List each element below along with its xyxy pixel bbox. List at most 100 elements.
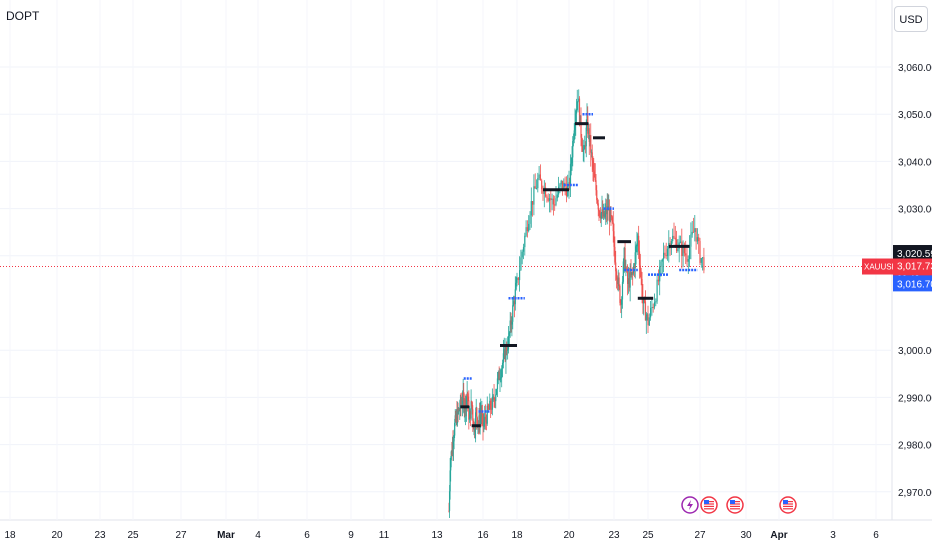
- candle-body: [517, 277, 519, 281]
- candle-body: [623, 247, 625, 262]
- candle-body: [542, 189, 544, 194]
- candle-body: [512, 305, 514, 322]
- candle-body: [679, 241, 682, 243]
- candle-body: [471, 402, 473, 410]
- time-tick-label: 4: [255, 530, 261, 541]
- candle-body: [491, 396, 493, 410]
- time-tick-label: 6: [304, 530, 310, 541]
- symbol-title: DOPT: [6, 9, 40, 23]
- candle-body: [582, 149, 584, 152]
- candle-body: [487, 405, 489, 409]
- candle-body: [484, 416, 487, 420]
- price-tick-label: 3,040.00: [898, 157, 932, 168]
- time-tick-label: 25: [642, 530, 654, 541]
- lightning-icon-bolt: [687, 500, 693, 510]
- candle-body: [636, 243, 638, 247]
- candle-body: [450, 451, 452, 461]
- candle-body: [561, 180, 564, 190]
- candle-body: [650, 308, 652, 318]
- candle-body: [642, 297, 644, 304]
- flag-canton: [704, 500, 709, 504]
- candle-body: [468, 400, 470, 420]
- candle-body: [665, 255, 667, 257]
- candle-body: [456, 408, 459, 424]
- candle-body: [524, 235, 526, 248]
- candle-body: [689, 246, 691, 260]
- candle-body: [453, 435, 455, 442]
- candle-body: [479, 415, 481, 425]
- candle-body: [611, 216, 613, 218]
- candle-body: [605, 208, 607, 213]
- candle-body: [647, 314, 649, 326]
- candle-body: [514, 289, 516, 305]
- lightning-event-icon[interactable]: [681, 496, 699, 514]
- candle-body: [484, 416, 486, 423]
- candle-body: [700, 257, 702, 263]
- price-badge-blue-text: 3,016.70: [897, 279, 932, 290]
- candle-body: [575, 109, 578, 114]
- candle-body: [604, 212, 606, 217]
- flag-icon-circle: [700, 496, 718, 514]
- candle-body: [483, 422, 485, 427]
- candle-body: [643, 299, 645, 304]
- candle-body: [467, 393, 469, 401]
- currency-button[interactable]: USD: [894, 6, 928, 32]
- candle-body: [569, 164, 572, 185]
- price-tick-label: 3,000.00: [898, 346, 932, 357]
- symbol-tag-text: XAUUSD: [864, 263, 898, 272]
- candle-body: [685, 253, 687, 256]
- candle-body: [588, 128, 590, 142]
- candle-body: [600, 213, 602, 219]
- candle-body: [666, 248, 669, 257]
- time-tick-label: 18: [511, 530, 523, 541]
- candle-body: [702, 257, 704, 259]
- candle-body: [622, 261, 624, 282]
- candle-body: [630, 272, 632, 275]
- candle-body: [501, 368, 503, 377]
- candle-body: [696, 237, 698, 242]
- candle-body: [506, 346, 508, 351]
- candle-body: [648, 317, 650, 326]
- candle-body: [596, 200, 599, 204]
- candle-body: [522, 247, 525, 252]
- us-flag-event-icon[interactable]: [700, 496, 718, 514]
- candle-body: [615, 271, 618, 280]
- candle-body: [501, 362, 504, 369]
- candle-body: [644, 301, 647, 321]
- current-price-text: 3,017.73: [897, 262, 932, 273]
- candle-body: [614, 246, 616, 263]
- candle-body: [534, 186, 536, 189]
- flag-icon-circle: [779, 496, 797, 514]
- candle-body: [593, 169, 595, 172]
- candle-body: [537, 178, 539, 189]
- candle-body: [503, 349, 505, 354]
- flag-stripe: [704, 505, 714, 507]
- candle-body: [490, 408, 493, 410]
- candle-body: [584, 145, 587, 147]
- candle-body: [641, 278, 643, 298]
- us-flag-event-icon[interactable]: [726, 496, 744, 514]
- candle-body: [528, 223, 530, 232]
- candle-body: [602, 209, 604, 217]
- time-tick-label: 6: [873, 530, 879, 541]
- candle-body: [616, 279, 618, 285]
- candle-body: [497, 371, 499, 379]
- us-flag-event-icon[interactable]: [779, 496, 797, 514]
- candle-body: [597, 203, 599, 210]
- candle-body: [691, 231, 693, 235]
- candle-body: [686, 255, 688, 262]
- candle-body: [572, 139, 575, 142]
- candle-body: [521, 251, 523, 258]
- candle-body: [510, 320, 512, 325]
- candle-body: [554, 204, 556, 206]
- candle-body: [605, 208, 608, 215]
- candle-body: [530, 201, 532, 216]
- flag-stripe: [730, 508, 740, 510]
- candle-body: [548, 198, 551, 201]
- candle-body: [644, 299, 646, 302]
- candle-body: [481, 413, 483, 417]
- candle-body: [592, 160, 594, 170]
- flag-canton: [730, 500, 735, 504]
- time-tick-label: 23: [94, 530, 106, 541]
